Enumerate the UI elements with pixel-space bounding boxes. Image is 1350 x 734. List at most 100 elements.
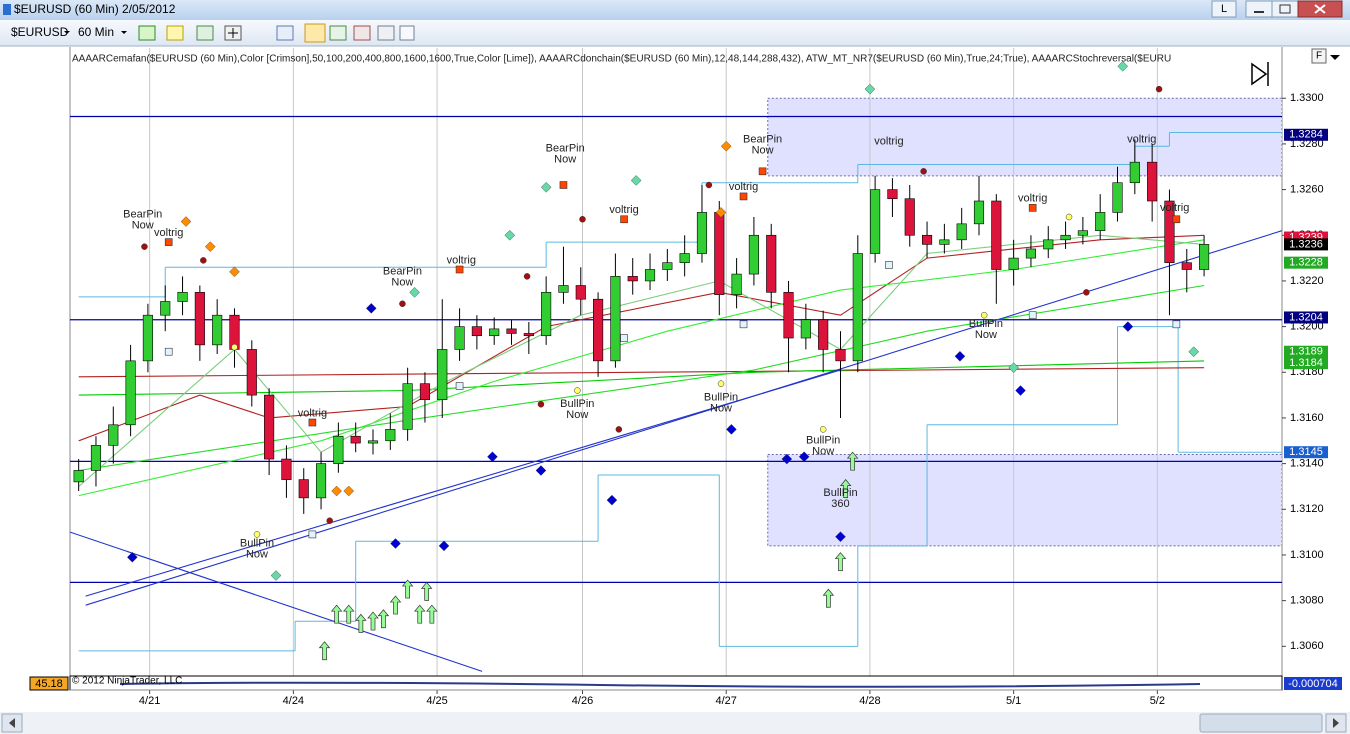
- signal-diamond: [798, 451, 810, 463]
- candle-body: [1181, 262, 1192, 270]
- signal-arrow: [846, 451, 859, 471]
- candle-body: [1199, 244, 1210, 270]
- candle-body: [818, 319, 829, 350]
- bar-type-button[interactable]: [138, 25, 156, 41]
- signal-dot: [523, 273, 531, 280]
- signal-dot: [200, 257, 207, 264]
- signal-arrow: [343, 604, 355, 624]
- price-marker-label: 1.3204: [1289, 311, 1323, 323]
- candle-body: [523, 333, 534, 337]
- signal-dot: [399, 300, 406, 308]
- candle-body: [714, 212, 725, 295]
- signal-square: [1172, 320, 1181, 329]
- candle-body: [419, 383, 431, 400]
- indicator-button[interactable]: [196, 25, 214, 41]
- signal-diamond: [438, 540, 450, 552]
- candle-body: [471, 326, 482, 337]
- maximize-button[interactable]: [1271, 0, 1299, 18]
- signal-arrow: [367, 611, 379, 631]
- chart-menu-button[interactable]: [1311, 48, 1327, 64]
- signal-diamond: [390, 538, 401, 549]
- signal-dot: [141, 243, 148, 250]
- annotation: BullPin: [806, 435, 840, 447]
- price-marker-label: 1.3189: [1289, 346, 1323, 358]
- signal-square: [739, 320, 748, 329]
- signal-square: [559, 181, 568, 189]
- signal-diamond: [715, 207, 727, 218]
- candle-body: [575, 285, 586, 300]
- price-marker-label: 1.3228: [1289, 257, 1323, 269]
- candle-body: [921, 234, 933, 245]
- plot-area: BearPinNowvoltrigvoltrigBearPinNowvoltri…: [70, 48, 1282, 676]
- annotation: Now: [132, 220, 154, 232]
- candle-body: [558, 285, 569, 293]
- indicator-right-value: -0.000704: [1288, 678, 1338, 690]
- price-marker: [1284, 311, 1328, 324]
- annotation: BullPin: [969, 318, 1003, 330]
- signal-square: [758, 167, 767, 176]
- y-tick-label: 1.3180: [1290, 366, 1324, 378]
- toggle-button[interactable]: [399, 25, 415, 41]
- signal-diamond: [487, 451, 498, 463]
- signal-arrow: [330, 604, 343, 624]
- candle-body: [177, 292, 188, 302]
- y-tick-label: 1.3080: [1290, 595, 1324, 607]
- y-tick-label: 1.3280: [1290, 138, 1324, 150]
- indicator-line: [119, 681, 1201, 688]
- annotation: Now: [246, 548, 268, 560]
- draw-button[interactable]: [166, 25, 184, 41]
- candle-body: [1060, 234, 1071, 241]
- scrollbar: [0, 712, 1350, 734]
- annotation: BullPin: [704, 391, 738, 403]
- scroll-thumb[interactable]: [1199, 713, 1323, 733]
- signal-arrow: [822, 588, 835, 608]
- candle-body: [748, 234, 759, 275]
- signal-diamond: [835, 531, 846, 542]
- y-tick-label: 1.3200: [1290, 321, 1324, 333]
- price-marker-label: 1.3284: [1289, 129, 1323, 141]
- candle-body: [73, 470, 84, 483]
- toggle-button[interactable]: [353, 25, 371, 41]
- signal-arrow: [420, 581, 433, 601]
- zoom-button[interactable]: [276, 25, 294, 41]
- toggle-button[interactable]: [377, 25, 395, 41]
- indicator-line: [78, 360, 1205, 396]
- x-tick-label: 4/26: [572, 695, 593, 707]
- candle-body: [610, 276, 621, 362]
- candle-body: [212, 314, 223, 346]
- candle-body: [939, 239, 950, 245]
- annotation: Now: [752, 144, 774, 156]
- minimize-button[interactable]: [1245, 0, 1273, 18]
- candle-body: [1095, 212, 1106, 231]
- candle-body: [1077, 230, 1088, 236]
- instrument-selector[interactable]: $EURUSD: [11, 25, 69, 39]
- interval-selector[interactable]: 60 Min: [78, 25, 114, 39]
- y-tick-label: 1.3220: [1290, 275, 1324, 287]
- toggle-button[interactable]: [329, 25, 347, 41]
- signal-diamond: [720, 140, 732, 152]
- signal-dot: [1155, 85, 1163, 93]
- annotation: voltrig: [729, 181, 758, 193]
- layout-button[interactable]: [1211, 0, 1237, 18]
- x-tick-label: 4/28: [859, 695, 880, 707]
- price-marker: [1284, 256, 1328, 269]
- x-tick-label: 5/2: [1150, 695, 1165, 707]
- y-tick-label: 1.3140: [1290, 458, 1324, 470]
- indicator-line: [85, 230, 1282, 606]
- x-tick-label: 4/27: [716, 695, 737, 707]
- candle-body: [835, 349, 846, 362]
- dropdown-arrow: [64, 31, 70, 34]
- signal-square: [1172, 215, 1181, 224]
- candle-body: [679, 253, 690, 263]
- candle-body: [350, 435, 361, 444]
- annotation: Now: [812, 446, 834, 458]
- axes: 4/21 4/24 4/25 4/26 4/27 4/28 5/1 5/2 1.3300 1.32…: [139, 92, 1328, 707]
- signal-dot: [1083, 289, 1090, 296]
- candle-body: [506, 328, 517, 334]
- signal-diamond: [606, 494, 618, 506]
- toggle-button[interactable]: [304, 23, 326, 43]
- signal-dot: [920, 168, 927, 175]
- candle-body: [315, 463, 327, 499]
- annotation: Now: [975, 329, 997, 341]
